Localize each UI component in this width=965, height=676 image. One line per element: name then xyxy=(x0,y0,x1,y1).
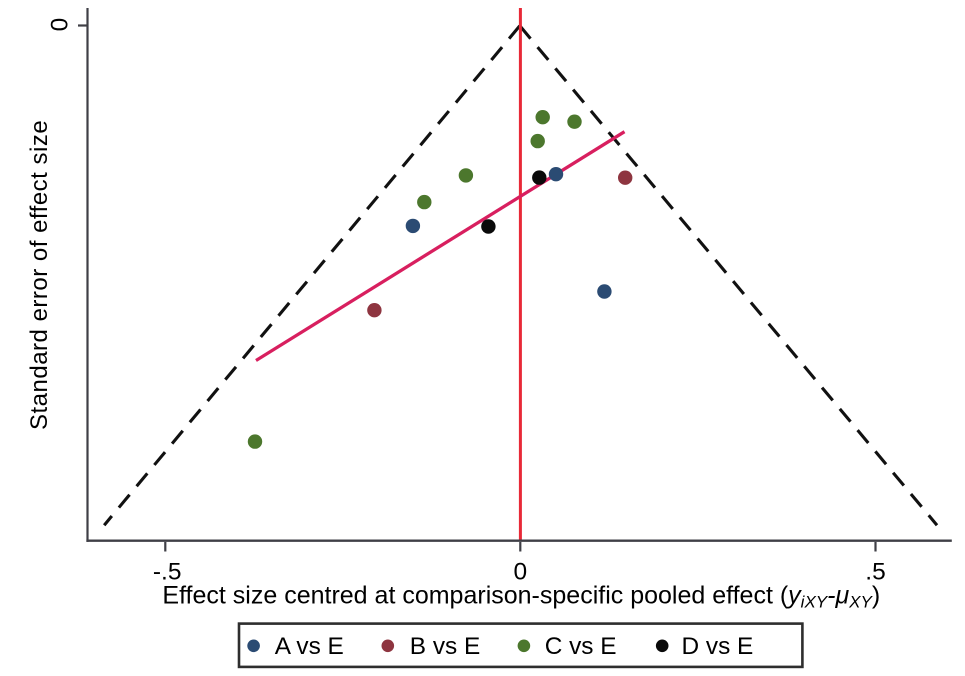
svg-text:Effect size centred at compari: Effect size centred at comparison-specif… xyxy=(162,582,880,612)
svg-text:B vs E: B vs E xyxy=(410,633,480,660)
svg-text:0: 0 xyxy=(46,18,73,32)
svg-text:D vs E: D vs E xyxy=(682,633,754,660)
svg-text:.5: .5 xyxy=(865,559,885,586)
svg-text:-.5: -.5 xyxy=(153,559,182,586)
svg-text:C vs E: C vs E xyxy=(545,633,617,660)
svg-text:0: 0 xyxy=(513,559,527,586)
svg-text:Standard error of effect size: Standard error of effect size xyxy=(26,120,53,430)
svg-text:A vs E: A vs E xyxy=(275,633,344,660)
